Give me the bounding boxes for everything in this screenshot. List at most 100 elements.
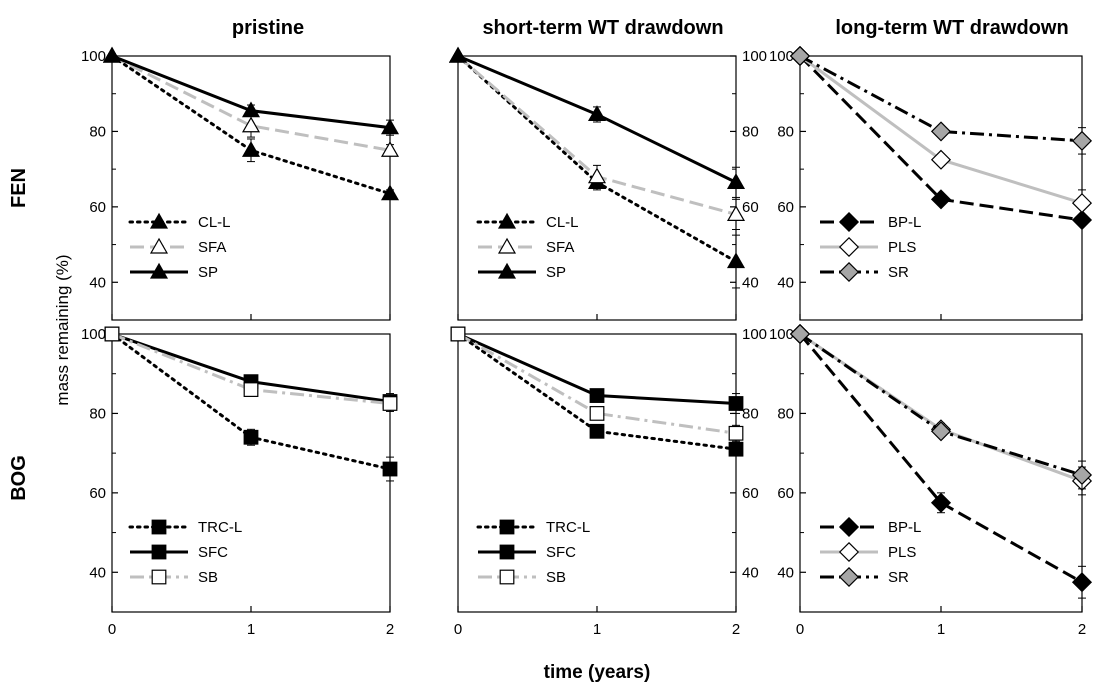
data-point bbox=[930, 121, 952, 142]
data-point bbox=[448, 46, 468, 63]
y-tick-label: 60 bbox=[89, 485, 106, 502]
legend-marker bbox=[149, 262, 169, 279]
data-point bbox=[728, 441, 744, 457]
data-point bbox=[789, 45, 811, 67]
legend-marker bbox=[149, 212, 169, 229]
series-line bbox=[457, 54, 737, 216]
legend-entry-SFA: SFA bbox=[130, 237, 226, 256]
y-tick-label: 40 bbox=[742, 274, 759, 291]
x-tick-label: 0 bbox=[796, 621, 804, 638]
legend-entry-BP-L: BP-L bbox=[820, 516, 921, 538]
legend-label: TRC-L bbox=[198, 519, 242, 536]
y-axis-label: mass remaining (%) bbox=[53, 254, 72, 405]
y-tick-label: 60 bbox=[89, 199, 106, 216]
y-tick-label: 80 bbox=[742, 123, 759, 140]
column-title-short-term: short-term WT drawdown bbox=[482, 17, 723, 39]
x-tick-label: 2 bbox=[386, 621, 394, 638]
x-axis-label: time (years) bbox=[544, 662, 651, 683]
data-point bbox=[243, 382, 259, 397]
legend-marker bbox=[151, 544, 167, 560]
y-tick-label: 80 bbox=[742, 405, 759, 422]
data-point bbox=[380, 118, 400, 135]
legend-entry-SR: SR bbox=[820, 566, 909, 588]
data-point bbox=[930, 149, 952, 170]
legend-marker bbox=[838, 516, 860, 538]
legend-marker bbox=[838, 261, 860, 283]
data-point bbox=[243, 429, 259, 445]
y-tick-label: 60 bbox=[742, 485, 759, 502]
data-point bbox=[1071, 572, 1093, 593]
legend-entry-SB: SB bbox=[130, 569, 218, 586]
y-tick-label: 40 bbox=[777, 274, 794, 291]
series-PLS bbox=[789, 323, 1093, 496]
legend-label: SP bbox=[546, 264, 566, 281]
legend-entry-TRC-L: TRC-L bbox=[128, 519, 242, 536]
data-point bbox=[1071, 193, 1093, 214]
y-tick-label: 40 bbox=[742, 564, 759, 581]
x-tick-label: 2 bbox=[1078, 621, 1086, 638]
data-point bbox=[380, 141, 400, 157]
series-BP-L bbox=[789, 323, 1093, 599]
data-point bbox=[930, 189, 952, 210]
series-SFC bbox=[450, 326, 744, 414]
data-point bbox=[450, 326, 466, 342]
legend-entry-SFA: SFA bbox=[478, 237, 574, 256]
y-tick-label: 100 bbox=[742, 48, 767, 65]
panel-FEN-long-term: 40 60 80 100 BP-L PLS SR bbox=[769, 45, 1093, 321]
series-line bbox=[110, 332, 392, 471]
legend-label: SFA bbox=[198, 239, 226, 256]
x-tick-label: 0 bbox=[108, 621, 116, 638]
column-title-pristine: pristine bbox=[232, 17, 304, 39]
y-tick-label: 40 bbox=[89, 274, 106, 291]
panel-frame bbox=[799, 55, 1083, 321]
series-line bbox=[456, 54, 738, 264]
data-point bbox=[1071, 130, 1093, 151]
legend-marker bbox=[499, 519, 515, 535]
series-line bbox=[798, 333, 1083, 584]
legend-label: SP bbox=[198, 264, 218, 281]
data-point bbox=[104, 326, 120, 342]
column-title-long-term: long-term WT drawdown bbox=[835, 17, 1068, 39]
data-point bbox=[102, 46, 122, 63]
legend-entry-SR: SR bbox=[820, 261, 909, 283]
legend-entry-PLS: PLS bbox=[820, 541, 916, 563]
legend-entry-BP-L: BP-L bbox=[820, 211, 921, 233]
legend-marker bbox=[497, 212, 517, 229]
panel-BOG-long-term: 40 60 80 100 0 1 2 BP-L PLS SR bbox=[769, 323, 1093, 638]
legend-marker bbox=[151, 569, 167, 585]
series-SB bbox=[104, 326, 398, 412]
x-tick-label: 0 bbox=[454, 621, 462, 638]
data-point bbox=[382, 396, 398, 411]
legend-label: CL-L bbox=[198, 214, 231, 231]
data-point bbox=[728, 425, 744, 441]
legend-label: PLS bbox=[888, 239, 916, 256]
series-SB bbox=[450, 326, 744, 442]
data-point bbox=[726, 173, 746, 189]
legend-label: TRC-L bbox=[546, 519, 590, 536]
legend-label: BP-L bbox=[888, 214, 921, 231]
data-point bbox=[726, 205, 746, 221]
data-point bbox=[241, 101, 261, 118]
data-point bbox=[589, 406, 605, 421]
data-point bbox=[930, 421, 952, 442]
y-tick-label: 80 bbox=[89, 123, 106, 140]
data-point bbox=[382, 461, 398, 477]
legend-label: SR bbox=[888, 569, 909, 586]
data-point bbox=[728, 396, 744, 411]
data-point bbox=[1071, 210, 1093, 231]
data-point bbox=[589, 423, 605, 439]
series-line bbox=[456, 332, 738, 451]
legend-label: SB bbox=[546, 569, 566, 586]
legend-entry-SFC: SFC bbox=[130, 544, 228, 561]
legend-entry-TRC-L: TRC-L bbox=[476, 519, 590, 536]
row-label-fen: FEN bbox=[8, 168, 30, 208]
series-SP bbox=[102, 46, 400, 136]
legend-marker bbox=[497, 237, 517, 254]
legend-marker bbox=[149, 237, 169, 254]
series-line bbox=[799, 54, 1083, 143]
legend-label: PLS bbox=[888, 544, 916, 561]
y-tick-label: 100 bbox=[769, 326, 794, 343]
series-SFC bbox=[104, 326, 398, 410]
legend-label: SFA bbox=[546, 239, 574, 256]
